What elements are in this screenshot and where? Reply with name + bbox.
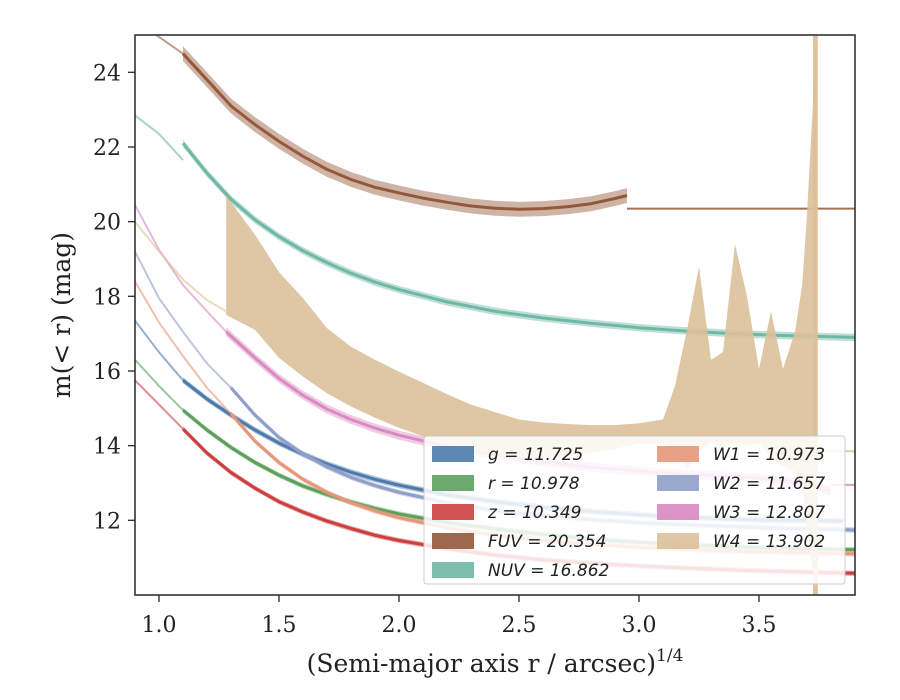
- legend-box: [423, 435, 846, 585]
- legend: g = 11.725 r = 10.978 z = 10.349 FUV = 20.3…: [423, 435, 846, 585]
- y-tick-label: 18: [93, 285, 121, 310]
- legend-label-fuv: FUV = 20.354: [488, 532, 606, 552]
- legend-label-z: z = 10.349: [487, 503, 581, 523]
- legend-swatch-z: [432, 504, 474, 520]
- y-tick-label: 14: [93, 435, 121, 460]
- series-fuv-band: [183, 46, 627, 217]
- y-axis-label: m(< r) (mag): [47, 232, 76, 398]
- x-tick-label: 3.0: [622, 613, 657, 638]
- legend-label-nuv: NUV = 16.862: [488, 561, 609, 581]
- series-fuv-line: [181, 52, 628, 211]
- series-w1-extension: [135, 280, 232, 415]
- legend-swatch-w4: [657, 533, 699, 549]
- legend-swatch-g: [432, 446, 474, 462]
- legend-label-r: r = 10.978: [488, 474, 580, 494]
- series-w2-extension: [135, 251, 232, 389]
- legend-label-g: g = 11.725: [488, 445, 583, 465]
- series-fuv-extension: [154, 35, 184, 55]
- legend-swatch-w2: [657, 475, 699, 491]
- y-tick-label: 24: [93, 61, 121, 86]
- x-tick-label: 2.5: [502, 613, 537, 638]
- legend-swatch-w3: [657, 504, 699, 520]
- y-tick-label: 12: [93, 509, 121, 534]
- series-w4-extension: [135, 221, 227, 313]
- legend-label-w4: W4 = 13.902: [713, 532, 825, 552]
- series-w4-band: [226, 35, 817, 595]
- x-axis: 1.0 1.5 2.0 2.5 3.0 3.5: [142, 595, 777, 638]
- series-w3-extension: [135, 204, 227, 333]
- y-tick-label: 20: [93, 211, 121, 236]
- legend-swatch-w1: [657, 446, 699, 462]
- series-z-extension: [135, 379, 184, 430]
- x-axis-label: (Semi-major axis r / arcsec)1/4: [307, 646, 684, 678]
- plot-frame: [134, 34, 856, 596]
- legend-swatch-fuv: [432, 533, 474, 549]
- x-tick-label: 1.0: [142, 613, 177, 638]
- series-w4-spike: [813, 35, 818, 595]
- x-tick-label: 3.5: [742, 613, 777, 638]
- y-tick-label: 22: [93, 136, 121, 161]
- x-tick-label: 2.0: [382, 613, 417, 638]
- series-nuv-extension: [135, 114, 184, 161]
- legend-swatch-nuv: [432, 562, 474, 578]
- series-r-extension: [135, 359, 184, 411]
- x-tick-label: 1.5: [262, 613, 297, 638]
- y-tick-label: 16: [93, 360, 121, 385]
- legend-swatch-r: [432, 475, 474, 491]
- legend-label-w1: W1 = 10.973: [713, 445, 825, 465]
- y-axis: 12 14 16 18 20 22 24: [93, 61, 135, 534]
- series-g-extension: [135, 319, 184, 381]
- legend-label-w2: W2 = 11.657: [713, 474, 825, 494]
- legend-label-w3: W3 = 12.807: [713, 503, 825, 523]
